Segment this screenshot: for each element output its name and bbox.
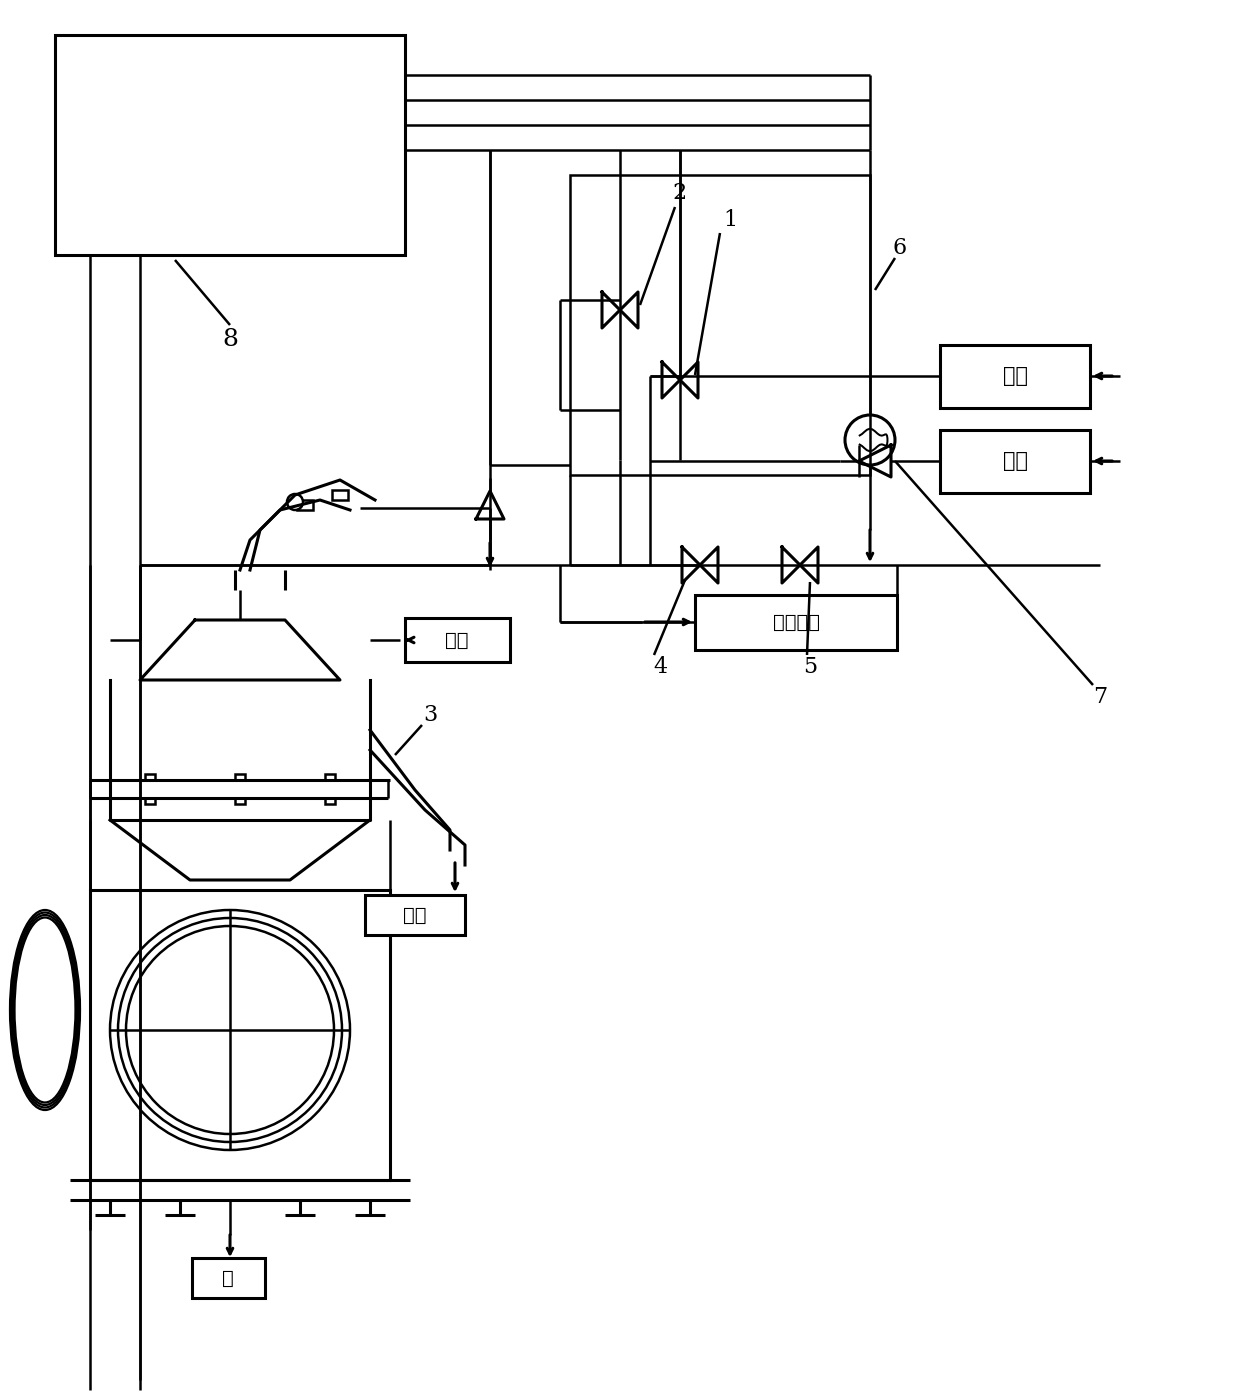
Bar — [192, 1258, 265, 1298]
Bar — [145, 797, 155, 804]
Text: 1: 1 — [723, 208, 737, 231]
Bar — [570, 175, 870, 476]
Bar — [940, 346, 1090, 409]
Text: 2: 2 — [673, 182, 687, 204]
Bar — [325, 774, 335, 781]
Text: 3: 3 — [423, 704, 438, 726]
Text: 6: 6 — [893, 236, 908, 259]
Text: 轻相: 轻相 — [403, 905, 427, 925]
Text: 压缩空气: 压缩空气 — [773, 613, 820, 631]
Bar — [332, 490, 348, 499]
Text: 重相: 重相 — [445, 631, 469, 649]
Bar — [91, 890, 391, 1179]
Bar — [298, 499, 312, 511]
Text: 4: 4 — [653, 656, 667, 679]
Text: 8: 8 — [222, 329, 238, 351]
Text: 5: 5 — [804, 656, 817, 679]
Bar — [55, 35, 405, 255]
Text: 7: 7 — [1092, 686, 1107, 708]
Bar — [694, 595, 897, 651]
Bar — [236, 774, 246, 781]
Circle shape — [286, 494, 303, 511]
Bar — [405, 618, 510, 662]
Bar — [940, 429, 1090, 492]
Text: 渣: 渣 — [222, 1269, 234, 1287]
Bar — [236, 797, 246, 804]
Bar — [325, 797, 335, 804]
Text: 物料: 物料 — [1002, 450, 1028, 471]
Bar — [365, 895, 465, 935]
Text: 清水: 清水 — [1002, 367, 1028, 386]
Bar — [145, 774, 155, 781]
